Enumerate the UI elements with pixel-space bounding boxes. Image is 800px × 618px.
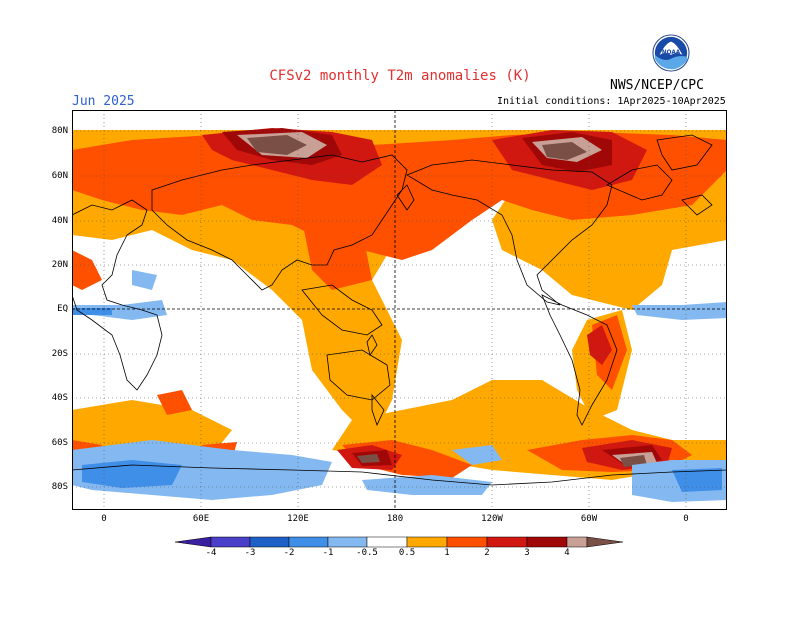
colorbar-label: -1: [322, 548, 334, 558]
lon-label: 0: [101, 514, 107, 524]
gridlines: [72, 110, 727, 510]
lon-label: 60E: [192, 514, 210, 524]
colorbar-label: 2: [484, 548, 490, 558]
lon-label: 120E: [287, 514, 309, 524]
colorbar-swatch: [210, 536, 251, 548]
noaa-logo-icon: NOAA: [652, 34, 690, 72]
lat-label: 40N: [51, 216, 68, 226]
colorbar-label: -3: [244, 548, 256, 558]
lon-label: 120W: [481, 514, 503, 524]
agency-label: NWS/NCEP/CPC: [610, 78, 704, 93]
colorbar-label: 1: [444, 548, 450, 558]
coastlines: [72, 134, 727, 486]
colorbar-label: 0.5: [398, 548, 416, 558]
lat-label: 80S: [51, 482, 68, 492]
lon-label: 180: [386, 514, 404, 524]
colorbar-swatch: [446, 536, 488, 548]
extreme-warm-regions: [222, 128, 662, 467]
lat-label: 20S: [51, 349, 68, 359]
colorbar: [174, 536, 624, 548]
equator-dateline: [72, 110, 727, 510]
lon-label: 0: [683, 514, 689, 524]
anomaly-map: [72, 110, 727, 510]
lon-label: 60W: [580, 514, 598, 524]
initial-conditions: Initial conditions: 1Apr2025-10Apr2025: [497, 96, 726, 107]
colorbar-swatch: [526, 536, 568, 548]
colorbar-label: -2: [283, 548, 295, 558]
colorbar-label: 3: [524, 548, 530, 558]
colorbar-swatch: [486, 536, 528, 548]
map-frame: [72, 110, 727, 510]
lat-label: EQ: [57, 304, 68, 314]
noaa-logo-text: NOAA: [662, 50, 681, 56]
colorbar-swatch: [327, 536, 368, 548]
colorbar-swatch: [566, 536, 588, 548]
map-title: CFSv2 monthly T2m anomalies (K): [269, 68, 531, 84]
lat-label: 60N: [51, 171, 68, 181]
colorbar-label: 4: [564, 548, 570, 558]
lat-label: 20N: [51, 260, 68, 270]
colorbar-swatch: [406, 536, 448, 548]
lat-label: 40S: [51, 393, 68, 403]
colorbar-label: -4: [205, 548, 217, 558]
colorbar-label: -0.5: [356, 548, 378, 558]
colorbar-swatch: [366, 536, 408, 548]
colorbar-swatch: [249, 536, 290, 548]
forecast-month: Jun 2025: [72, 94, 135, 109]
lat-label: 60S: [51, 438, 68, 448]
lat-label: 80N: [51, 126, 68, 136]
colorbar-swatch: [288, 536, 329, 548]
colorbar-swatch: [586, 536, 624, 548]
colorbar-swatch: [174, 536, 212, 548]
